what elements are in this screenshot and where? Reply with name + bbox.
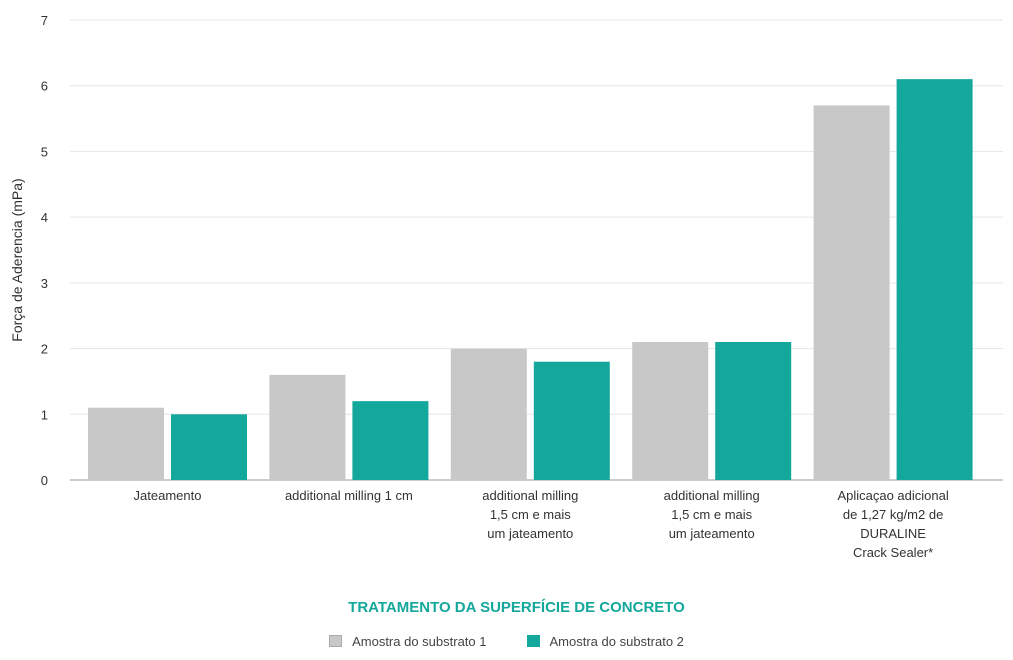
- y-axis-title: Força de Aderencia (mPa): [9, 178, 25, 341]
- bar-series-1: [632, 342, 709, 480]
- bar-series-2: [715, 342, 792, 480]
- legend-item-series-2: Amostra do substrato 2: [526, 630, 684, 652]
- x-tick-label: Jateamento: [134, 488, 202, 503]
- x-tick-label: additional milling 1,5 cm e mais um jateam…: [482, 488, 578, 541]
- legend-item-series-1: Amostra do substrato 1: [329, 630, 487, 652]
- y-tick-label: 6: [41, 79, 48, 94]
- legend-swatch-series-2: [526, 635, 540, 647]
- x-tick-label-line: additional milling: [664, 488, 760, 503]
- x-tick-label-line: um jateamento: [669, 526, 755, 541]
- bar-series-1: [269, 374, 346, 480]
- legend-label-series-2: Amostra do substrato 2: [549, 633, 684, 649]
- y-tick-label: 1: [41, 407, 48, 422]
- y-tick-label: 4: [41, 210, 48, 225]
- legend-swatch-series-1: [329, 635, 343, 647]
- bar-series-2: [352, 401, 429, 480]
- x-tick-label-line: additional milling 1 cm: [285, 488, 413, 503]
- y-tick-label: 0: [41, 473, 48, 488]
- bar-series-1: [813, 105, 890, 480]
- x-tick-label-line: 1,5 cm e mais: [490, 507, 571, 522]
- x-tick-label: additional milling 1,5 cm e mais um jateam…: [664, 488, 760, 541]
- bar-series-2: [533, 361, 610, 480]
- legend-label-series-1: Amostra do substrato 1: [352, 633, 487, 649]
- bar-series-2: [896, 79, 973, 481]
- y-tick-label: 5: [41, 144, 48, 159]
- x-tick-label-line: um jateamento: [487, 526, 573, 541]
- x-tick-label-line: 1,5 cm e mais: [671, 507, 752, 522]
- x-tick-label-line: Crack Sealer*: [853, 545, 933, 560]
- legend: Amostra do substrato 1 Amostra do substr…: [0, 630, 1013, 652]
- x-tick-label: Aplicaçao adicional de 1,27 kg/m2 de DURAL…: [837, 488, 948, 560]
- x-tick-label-line: Jateamento: [134, 488, 202, 503]
- bar-series-2: [171, 414, 247, 480]
- bar-series-1: [450, 348, 527, 480]
- y-tick-label: 2: [41, 342, 48, 357]
- x-tick-label-line: DURALINE: [860, 526, 926, 541]
- bar-series-1: [88, 407, 164, 480]
- y-tick-label: 7: [41, 13, 48, 28]
- y-tick-label: 3: [41, 276, 48, 291]
- x-tick-label-line: de 1,27 kg/m2 de: [843, 507, 943, 522]
- x-axis-title: TRATAMENTO DA SUPERFÍCIE DE CONCRETO: [348, 599, 685, 616]
- x-tick-label: additional milling 1 cm: [285, 488, 413, 503]
- x-tick-label-line: Aplicaçao adicional: [837, 488, 948, 503]
- x-tick-label-line: additional milling: [482, 488, 578, 503]
